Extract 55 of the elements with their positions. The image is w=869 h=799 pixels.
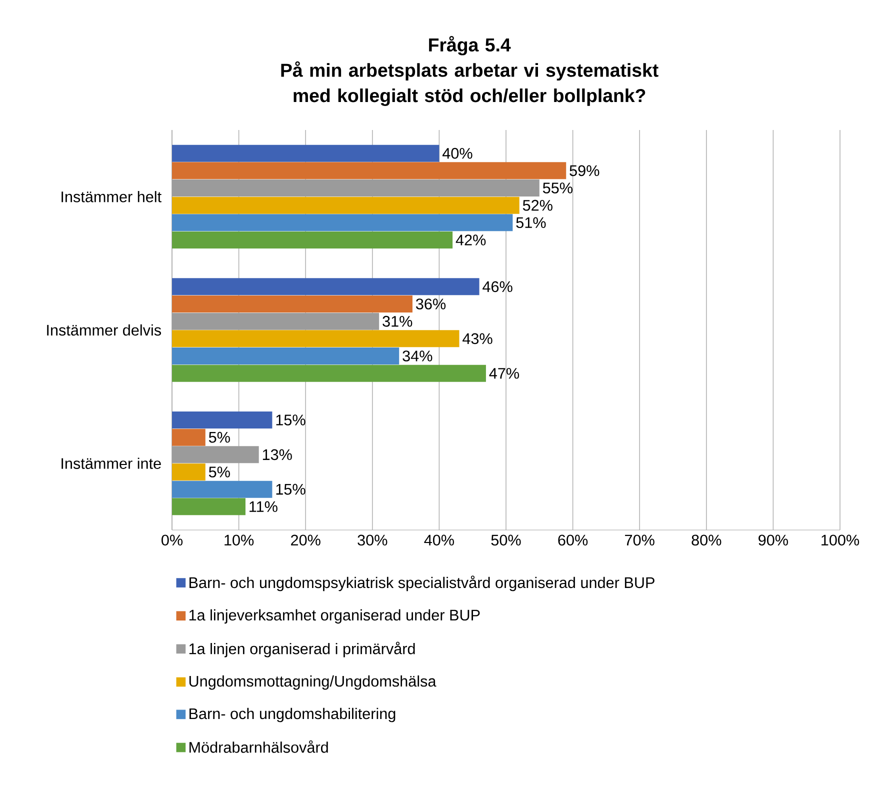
chart-title: Fråga 5.4 [429, 36, 511, 56]
x-tick-label: 10% [224, 534, 254, 546]
bar [172, 214, 513, 232]
x-tick-label: 100% [822, 534, 860, 546]
y-tick-label: Instämmer helt [62, 191, 162, 202]
y-tick-label: Instämmer inte [62, 458, 161, 469]
legend-label: Barn- och ungdomspsykiatrisk specialistvård organiserad under BUP [190, 576, 654, 592]
data-label: 5% [208, 466, 230, 478]
data-label: 42% [456, 234, 486, 246]
bar [172, 330, 460, 348]
legend-label: Ungdomsmottagning/Ungdomshälsa [189, 675, 436, 690]
y-tick-label: Instämmer delvis [47, 324, 162, 336]
data-label: 5% [208, 432, 230, 443]
data-label: 55% [542, 182, 572, 194]
legend-label: Mödrabarnhälsovård [190, 740, 328, 753]
bar [172, 278, 480, 296]
legend-label: Barn- och ungdomshabilitering [190, 708, 396, 722]
data-label: 34% [402, 350, 432, 362]
x-tick-label: 90% [758, 534, 788, 546]
x-tick-label: 30% [358, 534, 388, 546]
data-label: 59% [570, 165, 600, 176]
chart-subtitle: På min arbetsplats arbetar vi systematiskt med kollegialt stöd och/eller bollplank? [281, 61, 658, 106]
bar [172, 348, 400, 364]
bar [172, 498, 246, 516]
legend-label: 1a linjeverksamhet organiserad under BUP [189, 609, 480, 624]
legend-label: 1a linjen organiserad i primärvård [189, 642, 415, 658]
x-tick-label: 40% [424, 534, 454, 546]
x-tick-label: 70% [625, 534, 654, 546]
data-label: 36% [416, 298, 446, 310]
data-label: 15% [276, 414, 306, 426]
data-label: 51% [516, 217, 546, 228]
data-label: 11% [250, 501, 278, 512]
bar [172, 296, 412, 312]
bar [172, 364, 486, 382]
bar [172, 464, 206, 480]
data-label: 43% [462, 333, 492, 344]
data-label: 47% [489, 368, 520, 379]
x-tick-label: 60% [558, 534, 588, 546]
bar [172, 144, 440, 162]
bar [172, 480, 272, 498]
data-label: 13% [262, 449, 292, 460]
x-tick-label: 50% [491, 534, 521, 546]
bar [172, 232, 453, 248]
data-label: 31% [382, 316, 412, 327]
bar [172, 196, 520, 214]
data-label: 40% [442, 148, 472, 159]
bar [172, 412, 272, 428]
x-tick-label: 80% [692, 534, 722, 546]
data-label: 52% [522, 200, 552, 211]
bar [172, 162, 566, 180]
bar [172, 428, 206, 446]
x-tick-label: 20% [291, 534, 320, 546]
data-label: 46% [482, 281, 512, 292]
data-label: 15% [276, 484, 306, 495]
x-tick-label: 0% [162, 534, 183, 546]
